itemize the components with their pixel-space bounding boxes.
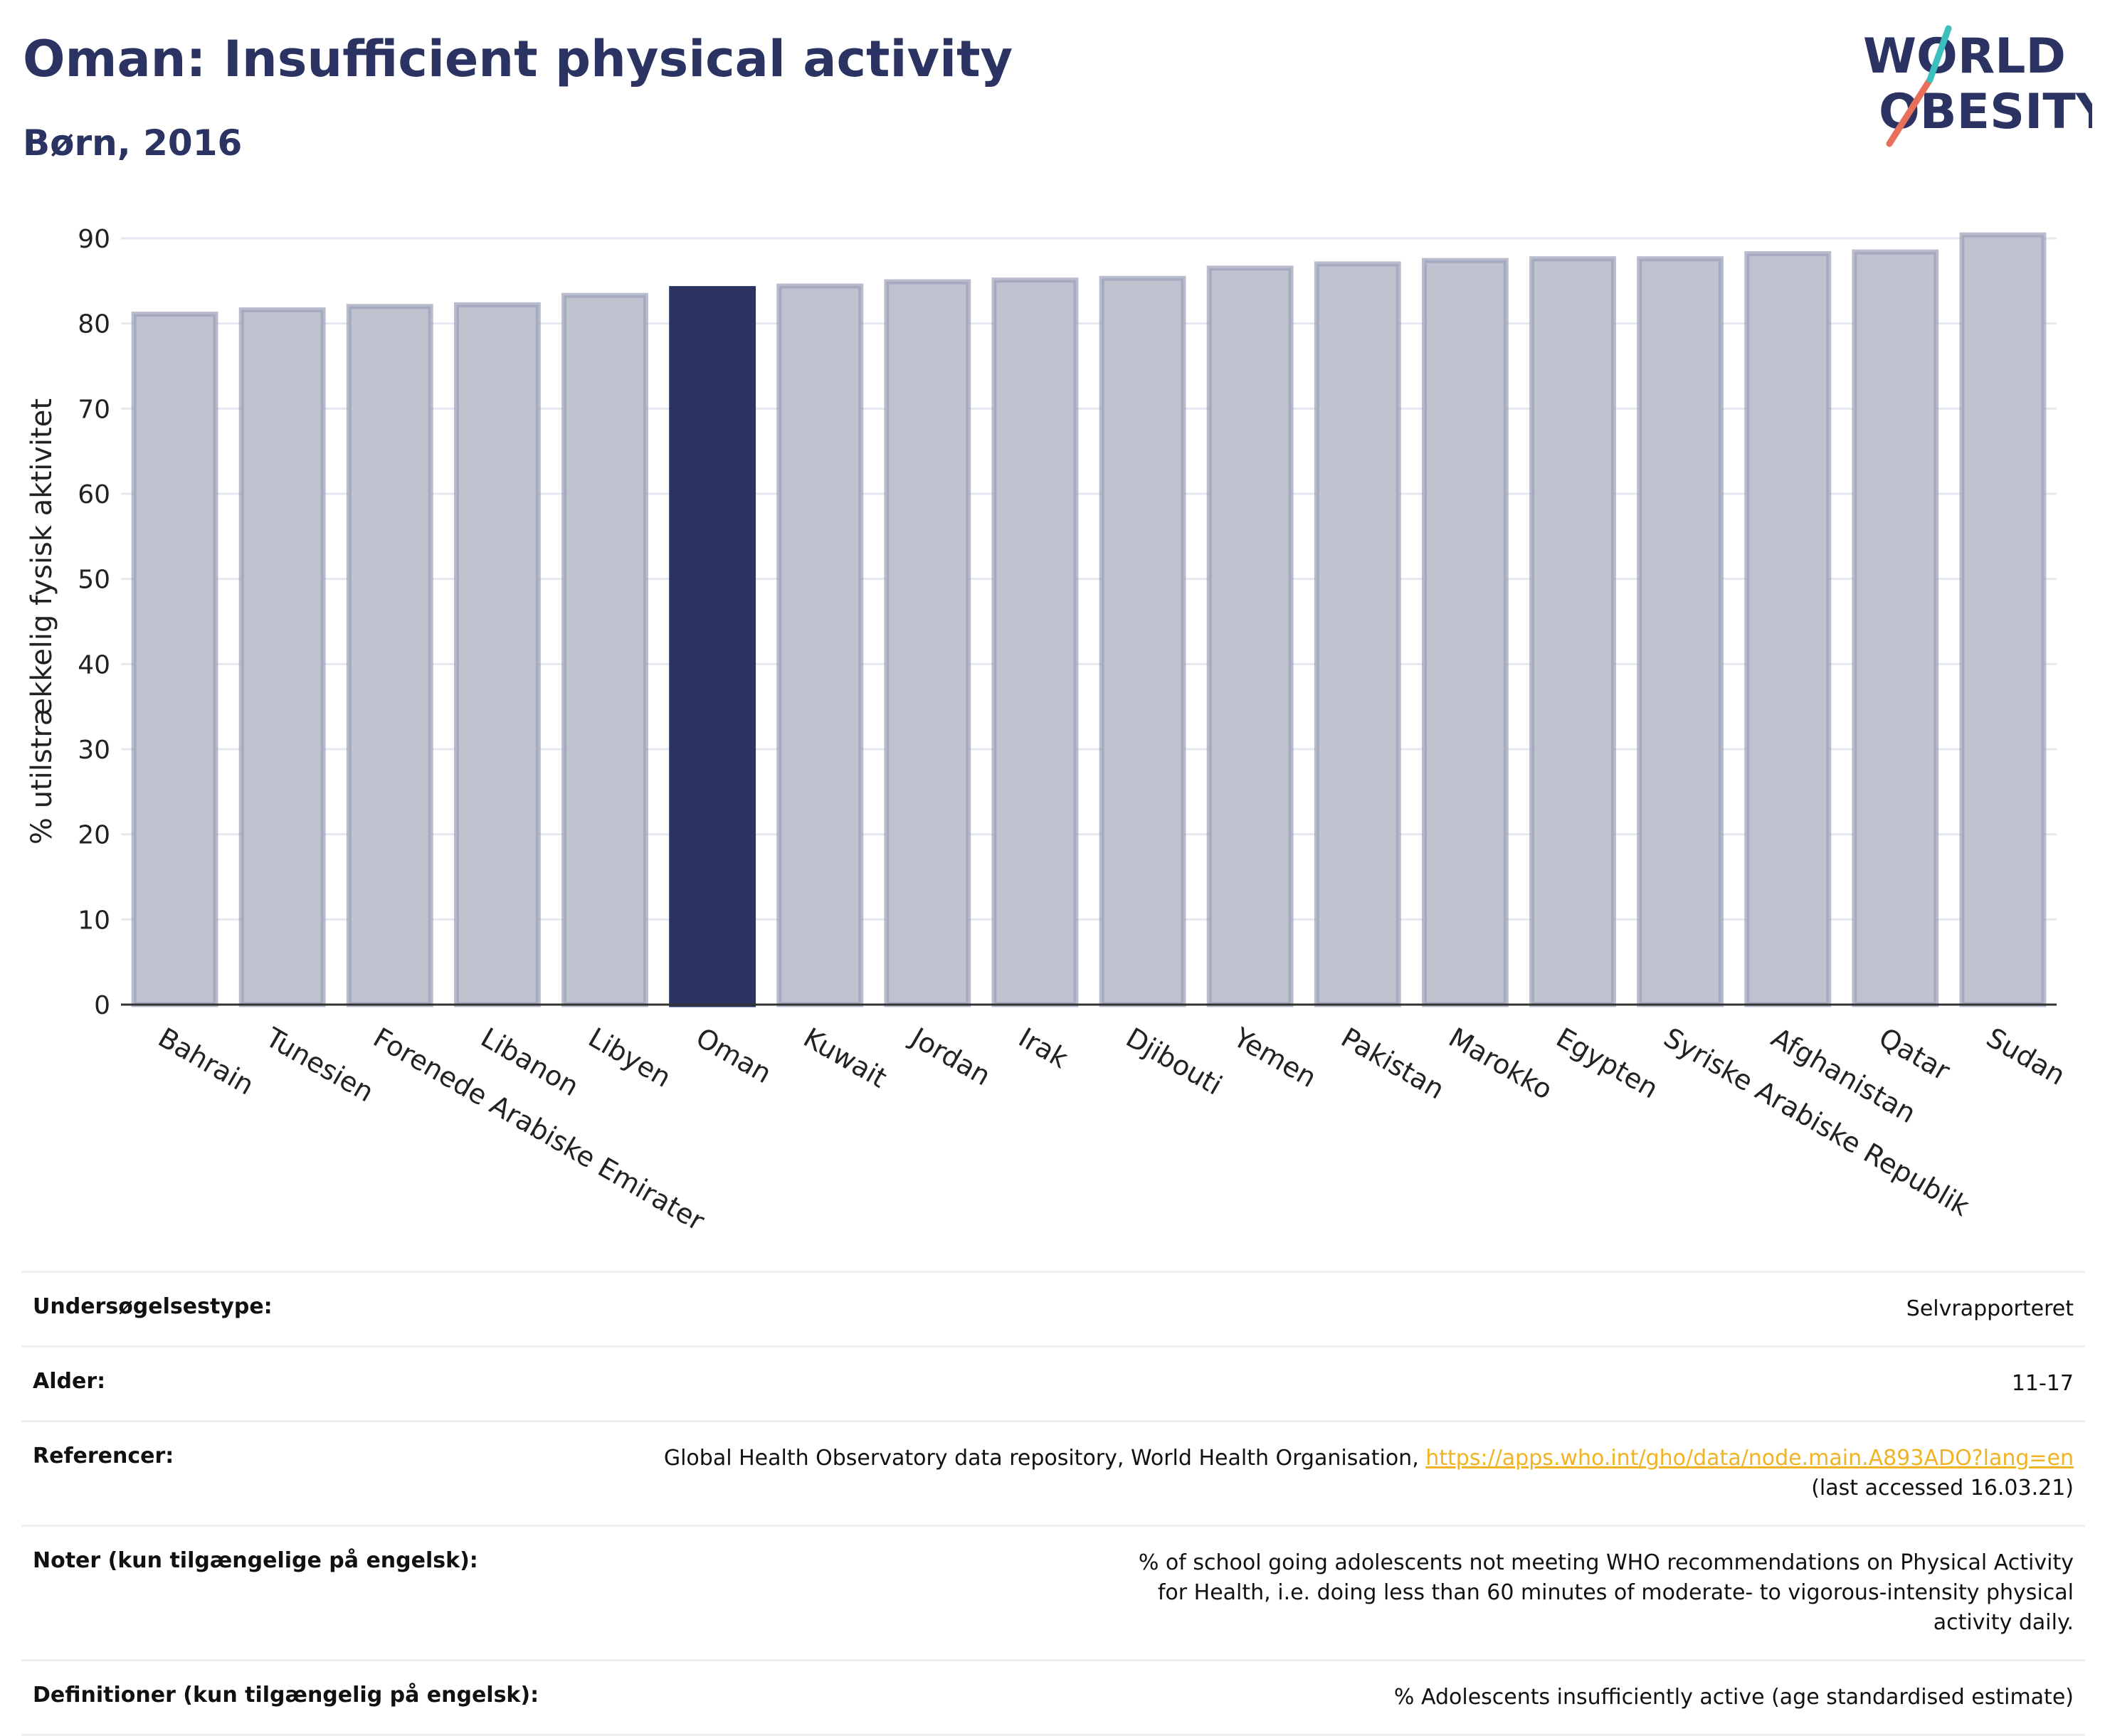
y-tick-label: 80 (78, 310, 110, 339)
meta-value: Selvrapporteret (1906, 1296, 2074, 1321)
x-tick-label: Djibouti (1121, 1022, 1228, 1101)
bar-libyen (561, 292, 648, 1007)
logo-slash-teal (1926, 25, 1952, 83)
meta-value: % Adolescents insufficiently active (age… (1393, 1685, 2074, 1710)
bar-syriske-arabiske-republik (1637, 256, 1724, 1007)
meta-key: Definitioner (kun tilgængelig på engelsk… (33, 1683, 539, 1708)
meta-value: 11-17 (2011, 1371, 2074, 1396)
bar-marokko (1421, 258, 1509, 1007)
x-tick-label: Kuwait (798, 1022, 892, 1094)
y-tick-label: 40 (78, 650, 110, 679)
bars-layer (131, 232, 2047, 1007)
x-tick-label: Bahrain (153, 1022, 259, 1101)
bar-kuwait (776, 283, 864, 1007)
y-tick-label: 50 (78, 566, 110, 595)
x-tick-label: Qatar (1874, 1022, 1956, 1087)
x-tick-label: Egypten (1551, 1022, 1664, 1105)
x-tick-label: Sudan (1981, 1022, 2071, 1091)
bar-djibouti (1099, 275, 1186, 1007)
meta-row-notes: Noter (kun tilgængelige på engelsk): % o… (21, 1525, 2085, 1661)
reference-link[interactable]: https://apps.who.int/gho/data/node.main.… (1425, 1446, 2074, 1471)
bar-egypten (1529, 256, 1616, 1007)
x-tick-label: Pakistan (1336, 1022, 1450, 1106)
y-tick-label: 70 (78, 395, 110, 424)
bar-irak (991, 277, 1079, 1007)
bar-qatar (1852, 249, 1939, 1007)
world-obesity-logo: WORLD OBESITY (1863, 25, 2092, 147)
meta-key: Alder: (33, 1369, 106, 1394)
y-tick-label: 20 (78, 821, 110, 850)
bar-jordan (884, 279, 971, 1007)
y-tick-label: 0 (94, 991, 110, 1020)
bar-pakistan (1314, 261, 1401, 1007)
meta-key: Referencer: (33, 1444, 174, 1468)
logo-line-2: OBESITY (1879, 84, 2092, 140)
x-tick-label: Oman (691, 1022, 777, 1089)
meta-row-age: Alder: 11-17 (21, 1346, 2085, 1422)
meta-row-references: Referencer: Global Health Observatory da… (21, 1421, 2085, 1526)
meta-key: Noter (kun tilgængelige på engelsk): (33, 1548, 478, 1573)
bar-tunesien (238, 307, 326, 1007)
meta-value: Global Health Observatory data repositor… (556, 1422, 2085, 1526)
page-title: Oman: Insufficient physical activity (23, 30, 1013, 88)
metadata-table: Undersøgelsestype: Selvrapporteret Alder… (21, 1271, 2085, 1736)
x-tick-label: Tunesien (260, 1021, 379, 1108)
bar-afghanistan (1744, 251, 1832, 1007)
x-tick-label: Jordan (904, 1021, 996, 1092)
x-tick-label: Yemen (1228, 1021, 1321, 1094)
page-subtitle: Børn, 2016 (23, 122, 243, 164)
meta-row-survey-type: Undersøgelsestype: Selvrapporteret (21, 1271, 2085, 1347)
x-tick-label: Libyen (584, 1022, 677, 1094)
meta-value: % of school going adolescents not meetin… (1138, 1550, 2074, 1635)
bar-bahrain (131, 312, 218, 1007)
grid-layer (121, 237, 2057, 921)
bar-sudan (1959, 232, 2047, 1007)
x-tick-label: Marokko (1443, 1022, 1558, 1106)
logo-line-1: WORLD (1863, 28, 2066, 85)
y-tick-label: 10 (78, 906, 110, 935)
bar-libanon (453, 302, 541, 1007)
x-tick-label: Irak (1013, 1022, 1073, 1074)
bar-forenede-arabiske-emirater (346, 304, 433, 1007)
bar-oman (669, 286, 756, 1007)
y-tick-label: 30 (78, 736, 110, 765)
reference-text: Global Health Observatory data repositor… (663, 1446, 1426, 1471)
logo-slash-red (1886, 76, 1933, 147)
y-axis-label: % utilstrækkelig fysisk aktivitet (26, 398, 58, 845)
reference-accessed: (last accessed 16.03.21) (1811, 1476, 2074, 1501)
bar-yemen (1206, 265, 1294, 1007)
meta-key: Undersøgelsestype: (33, 1294, 273, 1319)
y-tick-label: 90 (78, 225, 110, 254)
meta-row-definitions: Definitioner (kun tilgængelig på engelsk… (21, 1660, 2085, 1735)
y-tick-label: 60 (78, 480, 110, 509)
